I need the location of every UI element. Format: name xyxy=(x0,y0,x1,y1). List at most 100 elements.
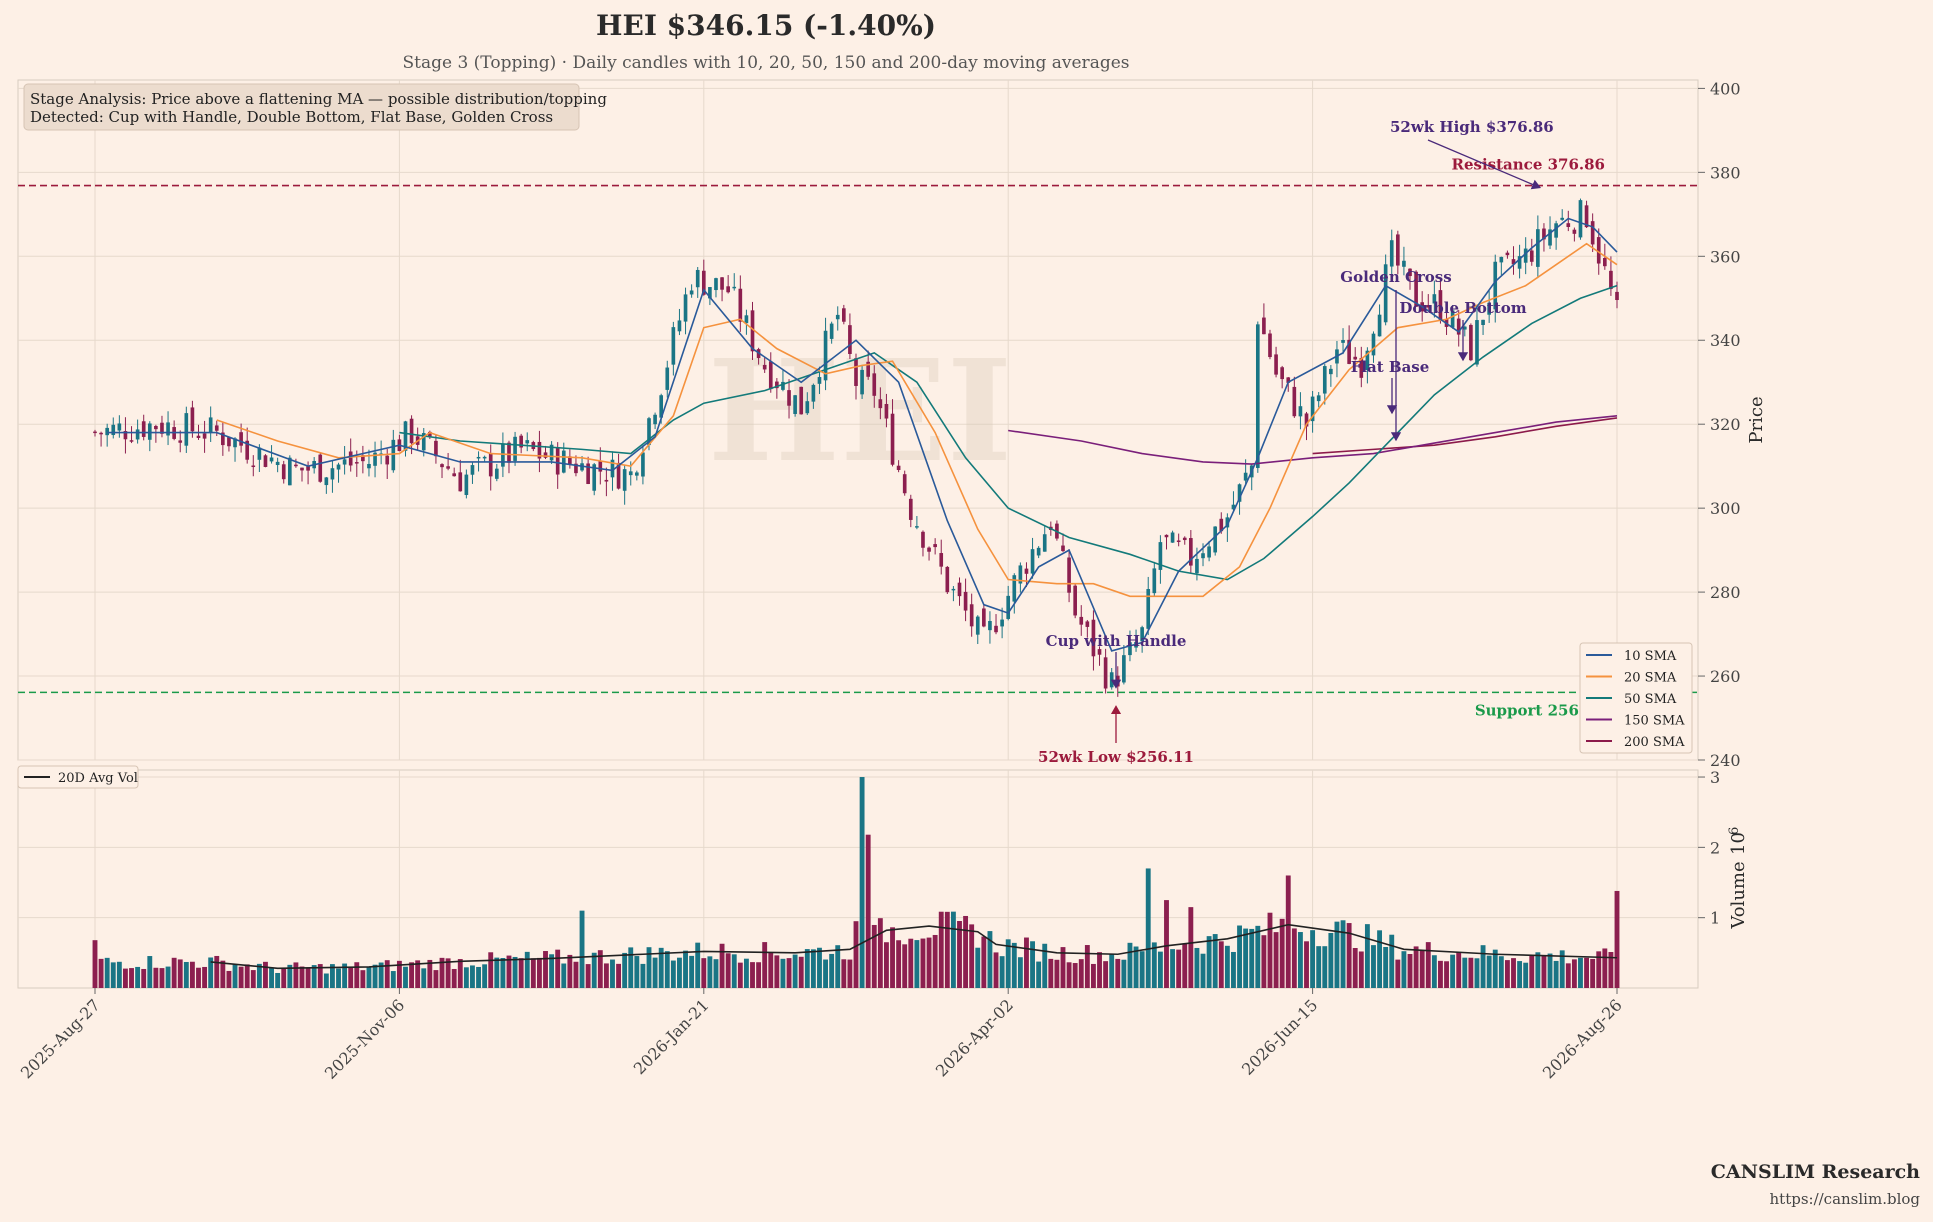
candle-body xyxy=(1462,326,1467,330)
candle xyxy=(1560,209,1565,221)
candle xyxy=(829,321,834,344)
candle-body xyxy=(1274,354,1278,375)
volume-bar xyxy=(1224,945,1230,988)
volume-bar xyxy=(311,965,317,988)
volume-legend-label: 20D Avg Vol xyxy=(58,771,138,786)
candle xyxy=(1085,619,1090,638)
volume-bar xyxy=(1571,959,1577,988)
volume-bar xyxy=(1346,923,1352,988)
candle-body xyxy=(513,436,517,461)
candle-body xyxy=(598,461,603,472)
volume-bar xyxy=(1030,941,1035,988)
candle xyxy=(1353,347,1358,361)
candle-body xyxy=(908,498,913,520)
volume-bar xyxy=(835,945,841,988)
volume-bar xyxy=(256,963,262,988)
volume-bar xyxy=(859,777,865,988)
volume-bar xyxy=(396,960,402,988)
volume-bar xyxy=(993,952,999,988)
candle xyxy=(811,383,816,409)
volume-bar xyxy=(1133,946,1139,988)
candle-body xyxy=(866,361,871,377)
candle-body xyxy=(446,466,450,469)
candle-body xyxy=(1182,537,1187,541)
candle xyxy=(1298,392,1303,430)
volume-bar xyxy=(494,957,500,988)
candle xyxy=(361,445,365,474)
volume-bar xyxy=(1498,956,1504,988)
candle-body xyxy=(385,455,390,465)
candle xyxy=(549,441,554,464)
candle xyxy=(434,434,438,464)
candle xyxy=(470,461,475,484)
volume-bar xyxy=(354,962,360,988)
candle xyxy=(1182,536,1187,545)
volume-bar xyxy=(329,964,335,988)
candle xyxy=(166,411,170,446)
candle-body xyxy=(1572,229,1577,234)
candle xyxy=(1371,331,1376,363)
candle xyxy=(403,420,408,457)
volume-bar xyxy=(177,959,183,988)
x-tick-label: 2026-Aug-26 xyxy=(1539,995,1626,1082)
candle xyxy=(373,441,377,478)
candle xyxy=(805,392,810,415)
volume-bar xyxy=(1206,936,1212,988)
candle-body xyxy=(1341,340,1345,343)
volume-bar xyxy=(664,951,670,988)
volume-bar xyxy=(1480,945,1486,988)
candle xyxy=(744,309,749,335)
annotation-label: 52wk Low $256.11 xyxy=(1038,748,1194,766)
volume-bar xyxy=(713,959,719,988)
candle-body xyxy=(659,395,664,418)
candle-body xyxy=(677,320,682,332)
candle-body xyxy=(738,288,743,322)
volume-bar xyxy=(372,964,378,988)
candle-body xyxy=(1061,545,1065,552)
volume-bar xyxy=(463,967,469,988)
candle-body xyxy=(1237,484,1242,502)
candle-body xyxy=(720,277,724,290)
candle-body xyxy=(1207,546,1211,558)
candle-body xyxy=(708,287,712,299)
candle xyxy=(1231,491,1236,512)
candle-body xyxy=(823,330,828,381)
volume-bar xyxy=(104,957,110,988)
candle-body xyxy=(543,452,548,458)
volume-bar xyxy=(762,942,768,988)
sma-legend-label: 150 SMA xyxy=(1624,714,1685,729)
candle-body xyxy=(361,455,365,462)
volume-bar xyxy=(1182,943,1188,988)
candle-body xyxy=(1523,248,1528,263)
candle-body xyxy=(488,453,493,477)
candle-body xyxy=(1298,406,1303,417)
volume-bar xyxy=(1127,942,1133,988)
candle-body xyxy=(549,444,554,461)
candle-body xyxy=(1371,333,1376,356)
candle xyxy=(1073,583,1077,619)
candle-body xyxy=(732,286,737,289)
volume-bar xyxy=(1042,943,1048,988)
candle xyxy=(105,423,110,447)
volume-bar xyxy=(1267,912,1273,988)
candle xyxy=(1280,365,1284,389)
volume-bar xyxy=(208,957,214,988)
candle-body xyxy=(1030,549,1035,574)
candle xyxy=(616,453,621,490)
candlesticks xyxy=(93,198,1619,697)
support-resistance-lines: Resistance 376.86 Support 256.11 xyxy=(18,156,1698,719)
candle-body xyxy=(1146,589,1151,629)
candle-body xyxy=(1396,234,1400,266)
candle-body xyxy=(501,444,505,467)
candle xyxy=(275,457,280,473)
candle xyxy=(982,604,986,628)
sma200-line xyxy=(1312,417,1618,455)
volume-bar xyxy=(1444,961,1449,988)
candle xyxy=(1335,340,1339,378)
volume-bar xyxy=(670,960,676,988)
candle xyxy=(1067,549,1071,603)
volume-bar xyxy=(689,955,695,988)
candle-body xyxy=(969,604,974,627)
candle xyxy=(653,412,657,430)
candle xyxy=(519,433,523,454)
